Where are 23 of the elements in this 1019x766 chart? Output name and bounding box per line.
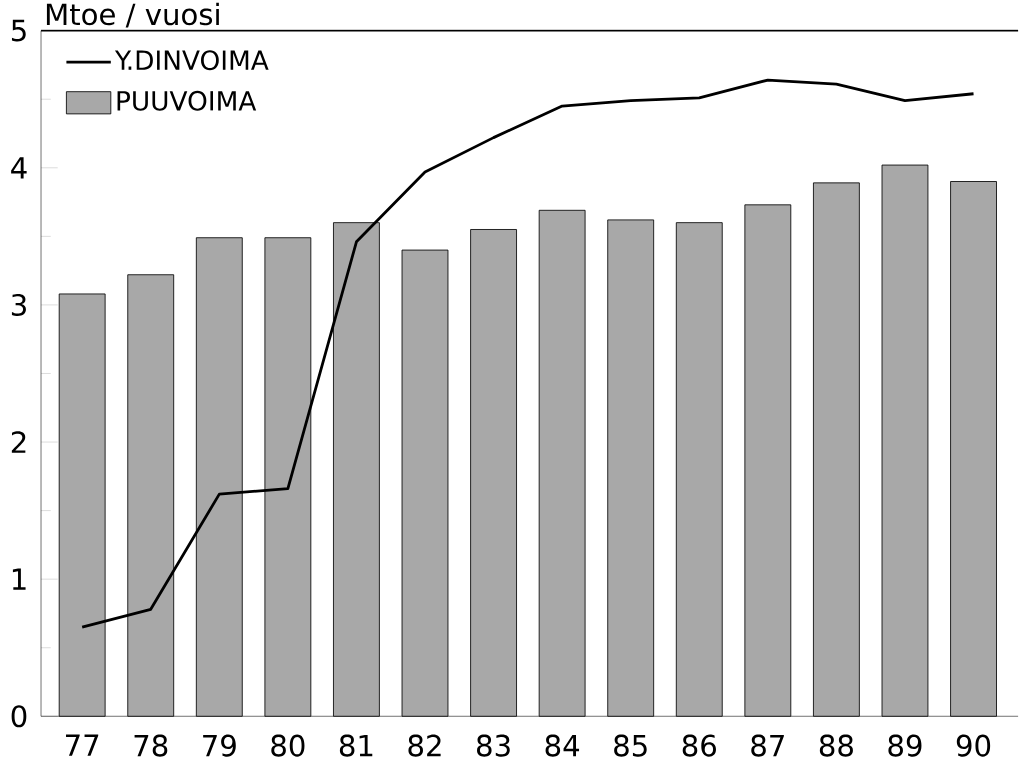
x-tick-label: 85 [614, 734, 647, 757]
y-tick-label: 2 [11, 431, 26, 453]
y-tick-label: 5 [11, 19, 26, 42]
x-tick-label: 78 [134, 734, 168, 757]
legend-label: Y.DINVOIMA [114, 50, 269, 70]
x-tick-label: 86 [682, 734, 716, 757]
y-tick-label: 1 [12, 568, 26, 590]
y-tick-label: 4 [11, 157, 27, 179]
legend-label: PUUVOIMA [117, 90, 257, 111]
x-tick-label: 89 [888, 734, 922, 757]
y-tick-label: 0 [11, 705, 27, 728]
x-tick-label: 90 [956, 734, 991, 757]
x-tick-label: 79 [203, 734, 236, 757]
x-tick-label: 80 [271, 734, 305, 757]
x-tick-label: 84 [545, 734, 580, 757]
x-tick-label: 81 [339, 734, 373, 757]
x-tick-label: 87 [751, 734, 784, 757]
x-tick-label: 83 [477, 734, 510, 757]
x-tick-label: 88 [819, 734, 853, 757]
x-tick-label: 77 [66, 734, 99, 756]
y-axis-title: Mtoe / vuosi [46, 2, 219, 28]
x-tick-label: 82 [408, 734, 441, 757]
y-tick-label: 3 [11, 293, 26, 316]
